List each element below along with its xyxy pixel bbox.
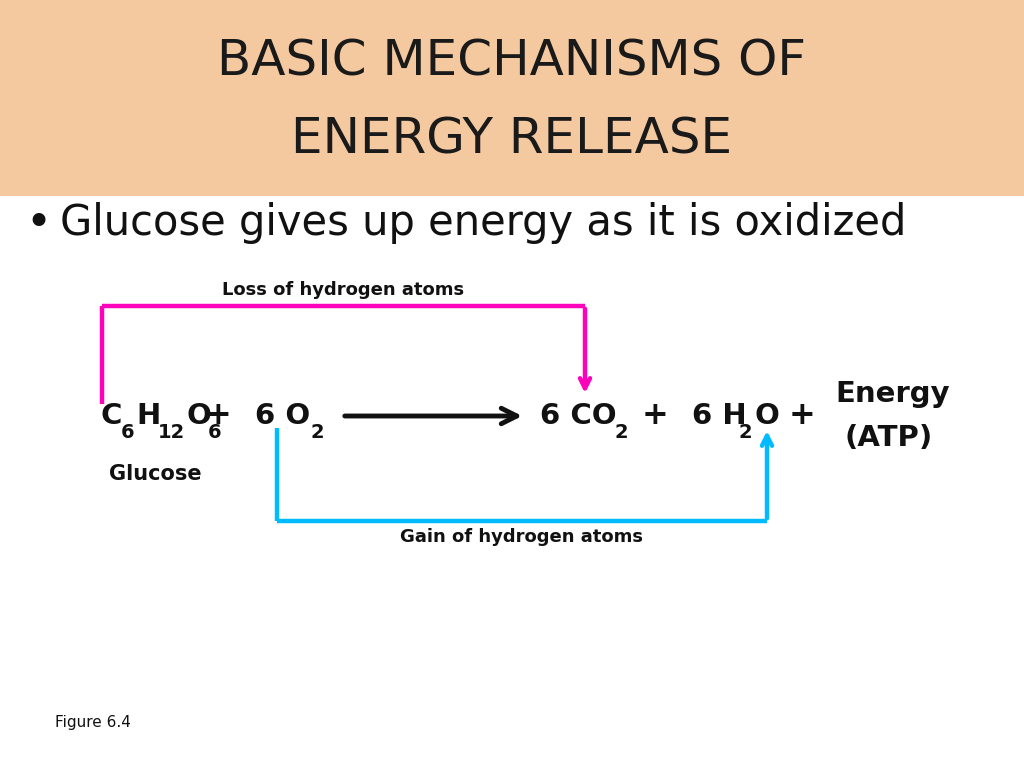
Text: 2: 2 [614, 423, 628, 442]
Text: Figure 6.4: Figure 6.4 [55, 715, 131, 730]
Text: 6 CO: 6 CO [540, 402, 616, 430]
Text: 6 H: 6 H [692, 402, 746, 430]
Text: Glucose: Glucose [109, 464, 202, 484]
Text: 2: 2 [311, 423, 325, 442]
Text: O: O [755, 402, 780, 430]
Text: +: + [788, 400, 815, 432]
Text: •: • [25, 201, 51, 244]
Text: BASIC MECHANISMS OF: BASIC MECHANISMS OF [217, 38, 807, 86]
Text: ENERGY RELEASE: ENERGY RELEASE [292, 115, 732, 163]
Text: O: O [186, 402, 211, 430]
Text: 6: 6 [121, 423, 134, 442]
Text: Glucose gives up energy as it is oxidized: Glucose gives up energy as it is oxidize… [60, 202, 906, 244]
Text: +: + [205, 400, 231, 432]
Text: (ATP): (ATP) [845, 424, 933, 452]
Text: H: H [136, 402, 160, 430]
Text: 6 O: 6 O [255, 402, 310, 430]
Text: Energy: Energy [835, 380, 949, 408]
Text: 2: 2 [738, 423, 752, 442]
Text: Loss of hydrogen atoms: Loss of hydrogen atoms [222, 281, 465, 299]
Text: +: + [642, 400, 669, 432]
Text: 12: 12 [158, 423, 185, 442]
Text: C: C [100, 402, 122, 430]
Text: Gain of hydrogen atoms: Gain of hydrogen atoms [400, 528, 643, 546]
Text: 6: 6 [208, 423, 221, 442]
Bar [0, 0, 1024, 196]
